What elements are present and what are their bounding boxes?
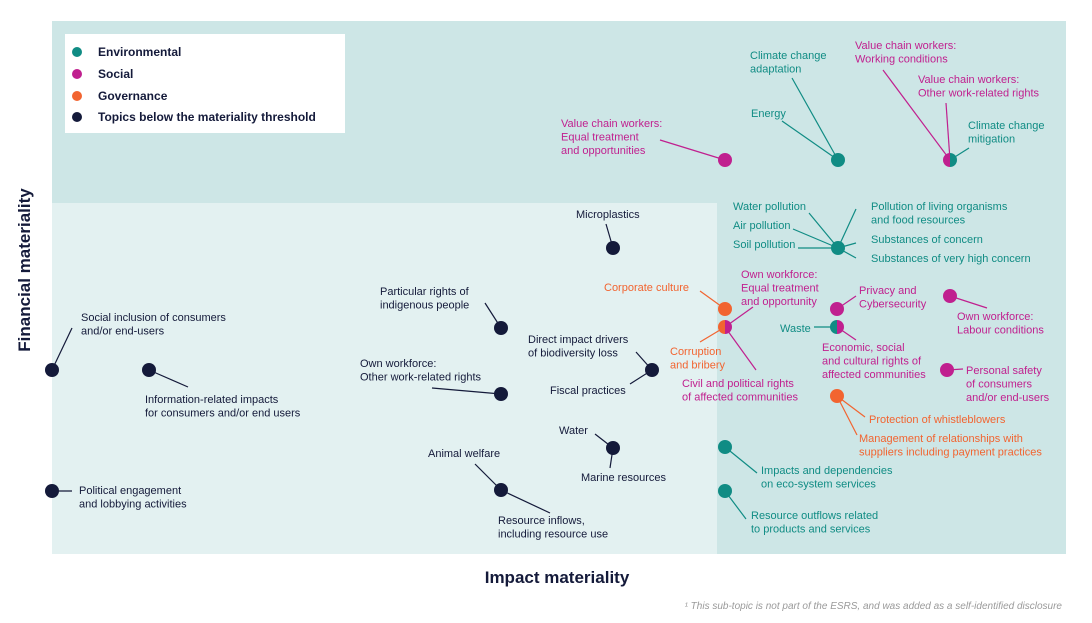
topic-label: Climate change adaptation — [750, 50, 826, 76]
topic-label: Particular rights of indigenous people — [380, 286, 470, 312]
leader-line — [500, 489, 551, 514]
leader-line — [791, 77, 839, 161]
leader-line — [659, 139, 726, 161]
topic-label: Direct impact drivers of biodiversity los… — [528, 334, 629, 360]
leader-line — [945, 102, 951, 161]
footnote: ¹ This sub-topic is not part of the ESRS… — [685, 601, 1063, 612]
leader-line — [51, 327, 73, 371]
topic-dot-half[interactable] — [837, 320, 844, 334]
topic-label: Fiscal practices — [550, 385, 626, 397]
topic-dot[interactable] — [142, 363, 156, 377]
topic-label: Waste — [780, 323, 811, 335]
topic-dot[interactable] — [718, 153, 732, 167]
topic-dot[interactable] — [494, 387, 508, 401]
topic-dot-half[interactable] — [943, 153, 950, 167]
topic-label: Water — [559, 425, 588, 437]
topic-label: Civil and political rights of affected co… — [682, 378, 798, 404]
topic-label: Substances of very high concern — [871, 253, 1031, 265]
topic-dot[interactable] — [645, 363, 659, 377]
topic-label: Pollution of living organisms and food re… — [871, 201, 1008, 227]
topic-label: Political engagement and lobbying activit… — [79, 485, 187, 511]
topic-label: Microplastics — [576, 209, 640, 221]
topic-dot-half[interactable] — [950, 153, 957, 167]
topic-dot[interactable] — [45, 363, 59, 377]
topic-label: Value chain workers: Other work-related r… — [918, 74, 1040, 100]
topic-label: Management of relationships with supplier… — [859, 433, 1042, 459]
topic-label: Marine resources — [581, 472, 666, 484]
topic-dot[interactable] — [494, 321, 508, 335]
topic-label: Energy — [751, 108, 786, 120]
leader-line — [882, 69, 951, 161]
topic-dot[interactable] — [831, 241, 845, 255]
leader-line — [724, 326, 757, 371]
topic-label: Own workforce: Equal treatment and opportu… — [741, 269, 819, 308]
legend-environmental-label: Environmental — [98, 45, 181, 59]
topic-label: Value chain workers: Equal treatment and o… — [561, 118, 662, 157]
topic-dot[interactable] — [943, 289, 957, 303]
leader-line — [148, 369, 189, 388]
legend-below-dot — [72, 112, 82, 122]
below-threshold-zone — [52, 203, 717, 554]
topic-dot[interactable] — [606, 241, 620, 255]
legend-governance-dot — [72, 91, 82, 101]
topic-dot-half[interactable] — [718, 320, 725, 334]
legend-environmental-dot — [72, 47, 82, 57]
y-axis-label: Financial materiality — [15, 188, 34, 352]
topic-label: Resource inflows, including resource use — [498, 515, 608, 541]
topic-label: Social inclusion of consumers and/or end-… — [81, 312, 226, 338]
topic-label: Substances of concern — [871, 234, 983, 246]
topic-label: Resource outflows related to products and… — [751, 510, 878, 536]
topic-label: Climate change mitigation — [968, 120, 1044, 146]
topic-label: Corruption and bribery — [670, 346, 726, 372]
topic-label: Value chain workers: Working conditions — [855, 40, 956, 66]
topic-label: Corporate culture — [604, 282, 689, 294]
topic-label: Information-related impacts for consumers… — [145, 394, 301, 420]
topic-dot-half[interactable] — [830, 320, 837, 334]
leader-line — [431, 387, 502, 395]
legend: Environmental Social Governance Topics belo… — [65, 34, 345, 133]
topic-label: Economic, social and cultural rights of af… — [822, 342, 926, 381]
leader-line — [837, 208, 857, 249]
legend-social-label: Social — [98, 67, 133, 81]
topic-dot[interactable] — [45, 484, 59, 498]
topic-dot[interactable] — [831, 153, 845, 167]
topic-dot[interactable] — [718, 302, 732, 316]
topic-dot-half[interactable] — [725, 320, 732, 334]
x-axis-label: Impact materiality — [485, 568, 630, 587]
legend-governance-label: Governance — [98, 89, 168, 103]
topic-dot[interactable] — [830, 302, 844, 316]
topic-dot[interactable] — [606, 441, 620, 455]
topic-label: Soil pollution — [733, 239, 795, 251]
legend-below-label: Topics below the materiality threshold — [98, 110, 316, 124]
topic-dot[interactable] — [940, 363, 954, 377]
topic-label: Impacts and dependencies on eco-system se… — [761, 465, 893, 491]
leader-line — [808, 212, 839, 249]
leader-line — [836, 395, 858, 436]
topic-dot[interactable] — [494, 483, 508, 497]
leader-line — [781, 120, 839, 161]
leader-line — [792, 228, 839, 249]
topic-label: Personal safety of consumers and/or end-us… — [966, 365, 1050, 404]
topic-label: Air pollution — [733, 220, 790, 232]
topic-label: Own workforce: Labour conditions — [957, 311, 1044, 337]
topic-label: Animal welfare — [428, 448, 500, 460]
topic-label: Water pollution — [733, 201, 806, 213]
topic-label: Own workforce: Other work-related rights — [360, 358, 482, 384]
topic-dot[interactable] — [718, 440, 732, 454]
topic-label: Privacy and Cybersecurity — [859, 285, 927, 311]
topic-dot[interactable] — [718, 484, 732, 498]
legend-box — [65, 34, 345, 133]
topic-label: Protection of whistleblowers — [869, 414, 1006, 426]
topic-dot[interactable] — [830, 389, 844, 403]
legend-social-dot — [72, 69, 82, 79]
